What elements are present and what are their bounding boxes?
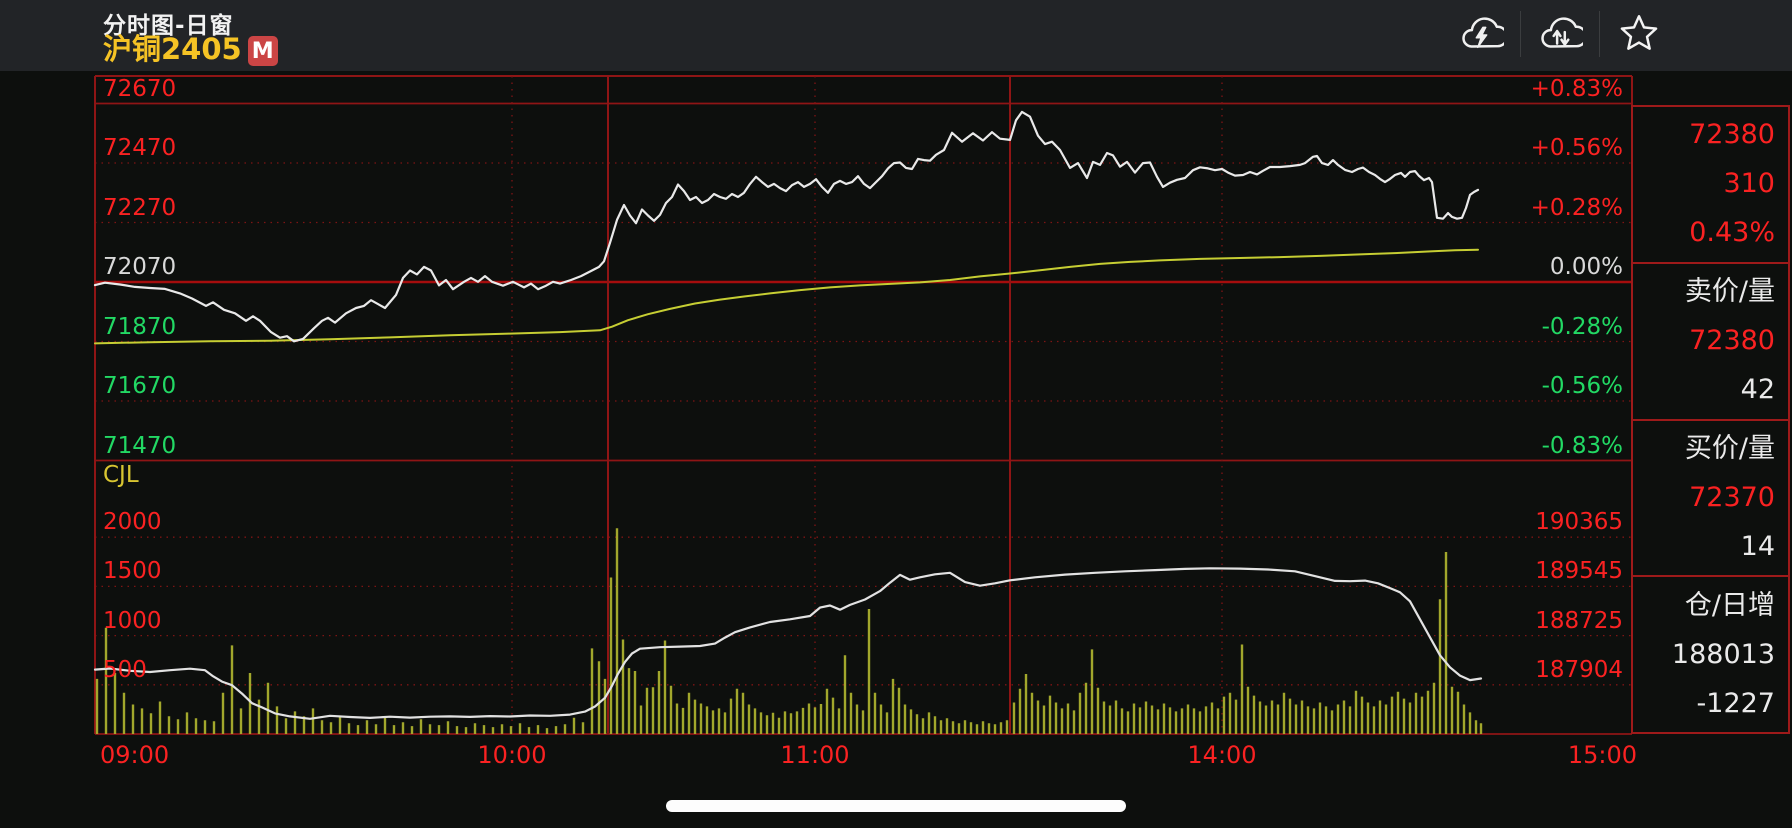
open-interest-line bbox=[93, 567, 1483, 720]
bid-volume: 14 bbox=[1740, 530, 1775, 562]
cloud-lightning-icon[interactable] bbox=[1458, 11, 1504, 57]
ask-price: 72380 bbox=[1689, 325, 1775, 357]
symbol-name: 沪铜2405 bbox=[103, 32, 242, 66]
star-icon[interactable] bbox=[1616, 11, 1662, 57]
symbol-row[interactable]: 沪铜2405 M bbox=[103, 32, 278, 66]
price-line bbox=[93, 110, 1480, 343]
toolbar-separator bbox=[1520, 11, 1521, 57]
avg-price-line bbox=[94, 248, 1479, 345]
toolbar-icons bbox=[1458, 9, 1662, 59]
title-bar: 分时图-日窗 沪铜2405 M bbox=[0, 0, 1792, 71]
bid-price: 72370 bbox=[1689, 481, 1775, 513]
toolbar-separator bbox=[1599, 11, 1600, 57]
price-change: 310 bbox=[1723, 168, 1775, 200]
quote-panel: 72380 310 0.43% 卖价/量 72380 42 买价/量 72370… bbox=[1631, 105, 1790, 734]
price-change-pct: 0.43% bbox=[1689, 217, 1775, 249]
bid-section: 买价/量 72370 14 bbox=[1633, 421, 1788, 578]
quote-summary-section: 72380 310 0.43% bbox=[1633, 107, 1788, 264]
volume-bars bbox=[95, 528, 1483, 734]
open-interest-section: 仓/日增 188013 -1227 bbox=[1633, 577, 1788, 732]
page-title: 分时图-日窗 bbox=[103, 13, 234, 39]
main-contract-badge: M bbox=[247, 36, 278, 66]
ask-volume: 42 bbox=[1740, 374, 1775, 406]
bid-label: 买价/量 bbox=[1684, 432, 1775, 464]
oi-day-change: -1227 bbox=[1696, 687, 1775, 719]
ask-section: 卖价/量 72380 42 bbox=[1633, 264, 1788, 421]
cloud-transfer-icon[interactable] bbox=[1537, 11, 1583, 57]
last-price: 72380 bbox=[1689, 119, 1775, 151]
home-indicator[interactable] bbox=[666, 800, 1126, 812]
ask-label: 卖价/量 bbox=[1684, 276, 1775, 308]
oi-label: 仓/日增 bbox=[1684, 589, 1775, 621]
open-interest: 188013 bbox=[1671, 638, 1775, 670]
